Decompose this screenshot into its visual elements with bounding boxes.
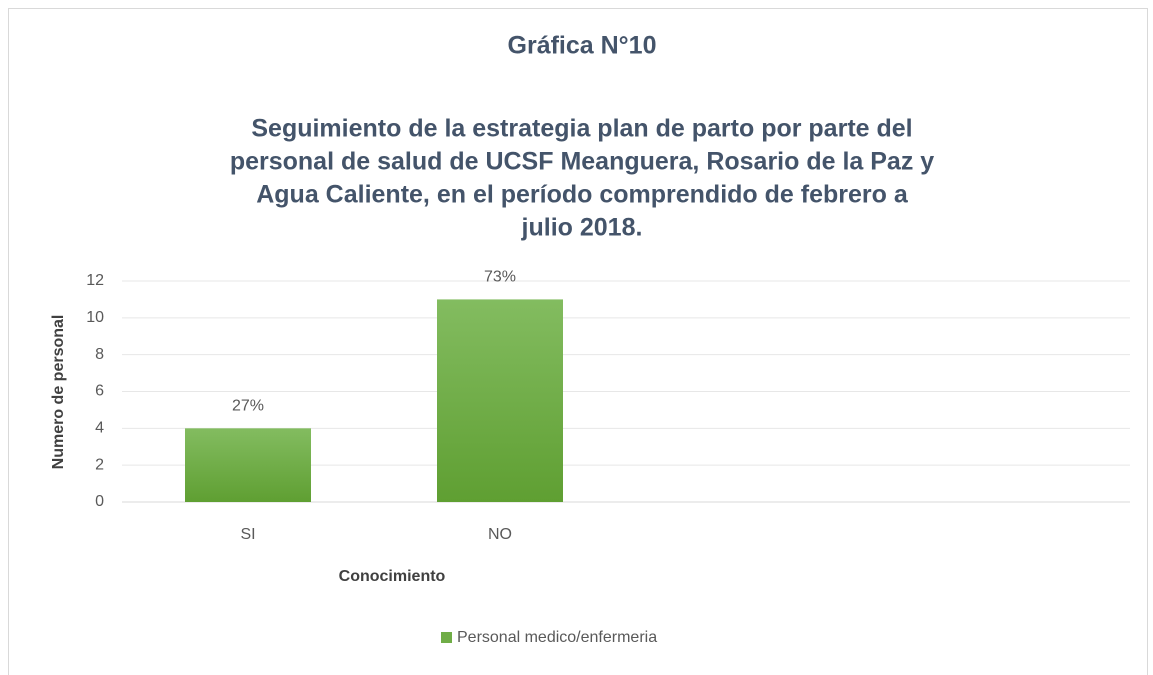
data-label: 73% <box>484 269 516 286</box>
y-tick-label: 10 <box>86 309 104 326</box>
chart-title: Gráfica N°10 <box>508 32 657 60</box>
y-tick-label: 2 <box>95 456 104 473</box>
data-label: 27% <box>232 398 264 415</box>
x-axis-label: Conocimiento <box>339 568 446 585</box>
y-tick-label: 12 <box>86 272 104 289</box>
x-tick-label: NO <box>488 526 512 543</box>
chart-subtitle: Seguimiento de la estrategia plan de par… <box>251 115 912 143</box>
y-tick-label: 6 <box>95 383 104 400</box>
y-tick-label: 4 <box>95 420 104 437</box>
chart-subtitle: Agua Caliente, en el período comprendido… <box>256 181 909 209</box>
y-tick-label: 0 <box>95 493 104 510</box>
chart-subtitle: personal de salud de UCSF Meanguera, Ros… <box>230 148 934 176</box>
bar <box>185 428 311 502</box>
chart-frame <box>8 8 1148 675</box>
legend-label: Personal medico/enfermeria <box>457 629 657 646</box>
y-tick-label: 8 <box>95 346 104 363</box>
x-tick-label: SI <box>240 526 255 543</box>
chart-subtitle: julio 2018. <box>521 214 643 242</box>
legend-swatch <box>441 632 452 643</box>
bar <box>437 299 563 502</box>
y-axis-label: Numero de personal <box>50 315 67 470</box>
